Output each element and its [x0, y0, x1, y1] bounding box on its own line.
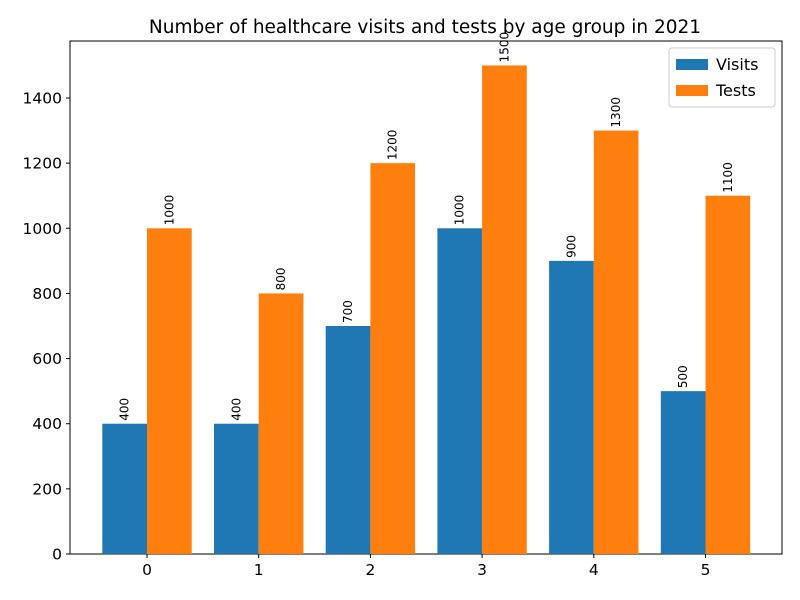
bar-visits-2	[325, 326, 371, 554]
bar-label-tests-2: 1200	[386, 130, 400, 161]
plot-area	[69, 40, 783, 555]
x-tick-label-5: 5	[701, 561, 711, 579]
bar-tests-2	[370, 163, 416, 554]
bar-tests-4	[593, 130, 639, 554]
bars	[102, 65, 751, 555]
bar-tests-0	[147, 228, 192, 555]
bar-visits-4	[549, 260, 594, 554]
plot-frame	[69, 40, 783, 555]
bar-label-visits-3: 1000	[453, 195, 467, 226]
y-tick-label-0: 0	[52, 546, 62, 564]
bar-visits-5	[660, 391, 706, 554]
y-tick-label-1400: 1400	[23, 90, 62, 108]
x-tick-label-3: 3	[477, 561, 487, 579]
legend-label-tests: Tests	[715, 81, 756, 100]
bar-label-visits-5: 500	[676, 365, 690, 388]
x-tick-label-0: 0	[142, 561, 152, 579]
bar-label-visits-1: 400	[229, 398, 243, 421]
bar-label-tests-0: 1000	[162, 195, 176, 226]
legend: Visits Tests	[668, 47, 776, 108]
legend-swatch-visits	[676, 59, 708, 70]
x-axis: 0 1 2 3 4 5	[142, 554, 710, 579]
bar-visits-1	[214, 423, 259, 554]
y-tick-label-400: 400	[32, 415, 62, 433]
y-tick-label-200: 200	[32, 480, 62, 498]
bar-labels: 400 1000 400 800 700 1200 1000 1500 900 1300 500 11…	[118, 32, 735, 421]
legend-label-visits: Visits	[716, 55, 758, 74]
y-tick-label-800: 800	[32, 285, 62, 303]
y-tick-label-600: 600	[32, 350, 62, 368]
bar-tests-1	[258, 293, 304, 554]
bar-visits-0	[102, 423, 147, 554]
x-tick-label-4: 4	[589, 561, 599, 579]
x-tick-label-2: 2	[365, 561, 375, 579]
y-tick-label-1000: 1000	[23, 220, 62, 238]
x-tick-label-1: 1	[254, 561, 264, 579]
y-tick-label-1200: 1200	[23, 155, 62, 173]
bar-label-tests-5: 1100	[721, 162, 735, 193]
bar-label-tests-1: 800	[274, 268, 288, 291]
y-axis: 0 200 400 600 800 1000 1200 1400	[23, 90, 70, 564]
bar-visits-3	[437, 228, 483, 555]
bar-tests-5	[705, 195, 751, 554]
bar-label-visits-4: 900	[564, 235, 578, 258]
bar-label-visits-2: 700	[341, 300, 355, 323]
bar-label-tests-3: 1500	[497, 32, 511, 63]
bar-label-tests-4: 1300	[609, 97, 623, 128]
bar-tests-3	[482, 65, 527, 555]
bar-label-visits-0: 400	[118, 398, 132, 421]
legend-swatch-tests	[676, 85, 708, 96]
chart-title: Number of healthcare visits and tests by…	[149, 17, 701, 38]
